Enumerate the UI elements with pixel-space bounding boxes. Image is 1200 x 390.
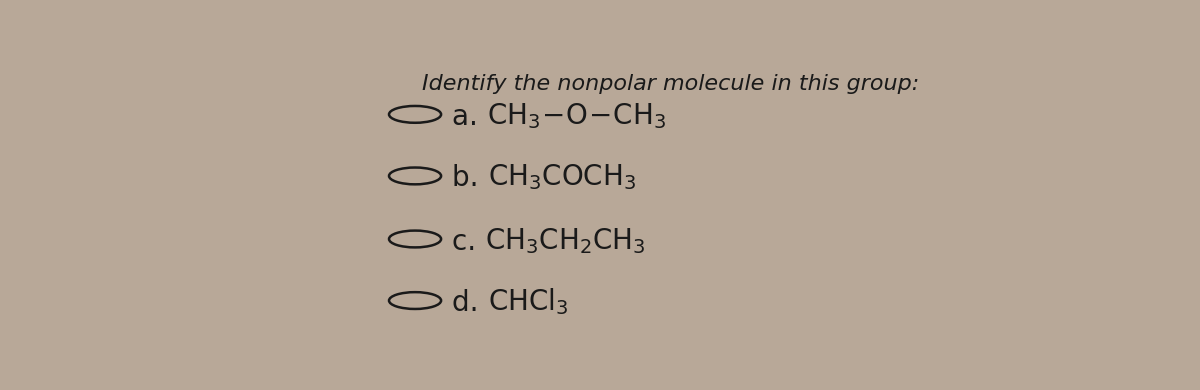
- Text: Identify the nonpolar molecule in this group:: Identify the nonpolar molecule in this g…: [422, 74, 919, 94]
- Text: a.: a.: [452, 103, 487, 131]
- Text: b.: b.: [452, 165, 487, 192]
- Text: c.: c.: [452, 227, 485, 255]
- Text: $\mathregular{CHCl_3}$: $\mathregular{CHCl_3}$: [487, 286, 568, 317]
- Text: $\mathregular{CH_3COCH_3}$: $\mathregular{CH_3COCH_3}$: [487, 163, 636, 192]
- Text: $\mathregular{CH_3\!-\!O\!-\!CH_3}$: $\mathregular{CH_3\!-\!O\!-\!CH_3}$: [487, 101, 666, 131]
- Text: $\mathregular{CH_3CH_2CH_3}$: $\mathregular{CH_3CH_2CH_3}$: [485, 226, 646, 255]
- Text: d.: d.: [452, 289, 487, 317]
